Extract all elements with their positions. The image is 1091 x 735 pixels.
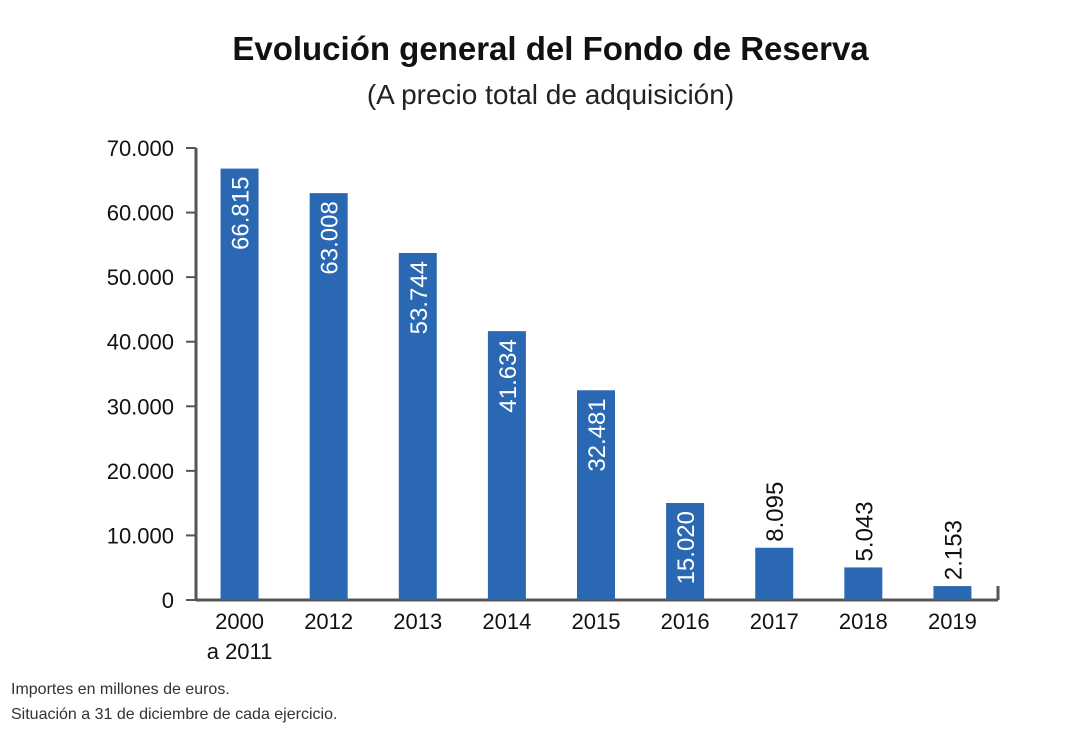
bar xyxy=(844,567,883,600)
bar-value-label: 15.020 xyxy=(673,511,700,584)
footnote-date: Situación a 31 de diciembre de cada ejer… xyxy=(11,706,338,723)
x-tick-label: 2018 xyxy=(839,609,888,634)
x-tick-label: 2016 xyxy=(661,609,710,634)
x-tick-label: 2019 xyxy=(928,609,977,634)
x-tick-label: 2017 xyxy=(750,609,799,634)
y-tick-label: 30.000 xyxy=(107,394,174,419)
chart-bars xyxy=(220,168,972,601)
footnote-units: Importes en millones de euros. xyxy=(11,681,230,698)
bar-value-label: 41.634 xyxy=(495,339,522,412)
bar-value-label: 32.481 xyxy=(584,398,611,471)
chart-labels: 66.815 2000 a 2011 63.008 2012 53.744 2013 41.6… xyxy=(207,177,977,664)
bar xyxy=(755,547,794,600)
x-tick-label: 2012 xyxy=(304,609,353,634)
bar-value-label: 63.008 xyxy=(317,201,344,274)
bar-value-label: 8.095 xyxy=(762,482,789,542)
x-tick-label: 2013 xyxy=(393,609,442,634)
chart-axes: 0 10.000 20.000 30.000 40.000 50.000 60.000 70.… xyxy=(107,136,1000,613)
bar xyxy=(220,168,259,601)
y-tick-label: 10.000 xyxy=(107,523,174,548)
y-tick-label: 0 xyxy=(162,588,174,613)
bar xyxy=(487,331,526,600)
bar-value-label: 5.043 xyxy=(851,501,878,561)
bar xyxy=(309,193,348,600)
x-tick-label: 2014 xyxy=(482,609,531,634)
chart-subtitle: (A precio total de adquisición) xyxy=(366,79,735,110)
bar xyxy=(577,390,615,600)
chart-title: Evolución general del Fondo de Reserva xyxy=(232,30,869,67)
bar-value-label: 66.815 xyxy=(228,177,255,250)
y-tick-label: 50.000 xyxy=(107,265,174,290)
y-tick-label: 40.000 xyxy=(107,330,174,355)
x-tick-label: a 2011 xyxy=(207,639,273,664)
x-tick-label: 2015 xyxy=(572,609,621,634)
y-tick-label: 20.000 xyxy=(107,459,174,484)
y-tick-label: 70.000 xyxy=(107,136,174,161)
bar xyxy=(398,252,437,600)
bar xyxy=(933,586,972,600)
bar-value-label: 53.744 xyxy=(406,261,433,334)
bar-value-label: 2.153 xyxy=(940,520,967,580)
y-tick-label: 60.000 xyxy=(107,201,174,226)
bar xyxy=(666,503,705,600)
x-tick-label: 2000 xyxy=(215,609,264,634)
